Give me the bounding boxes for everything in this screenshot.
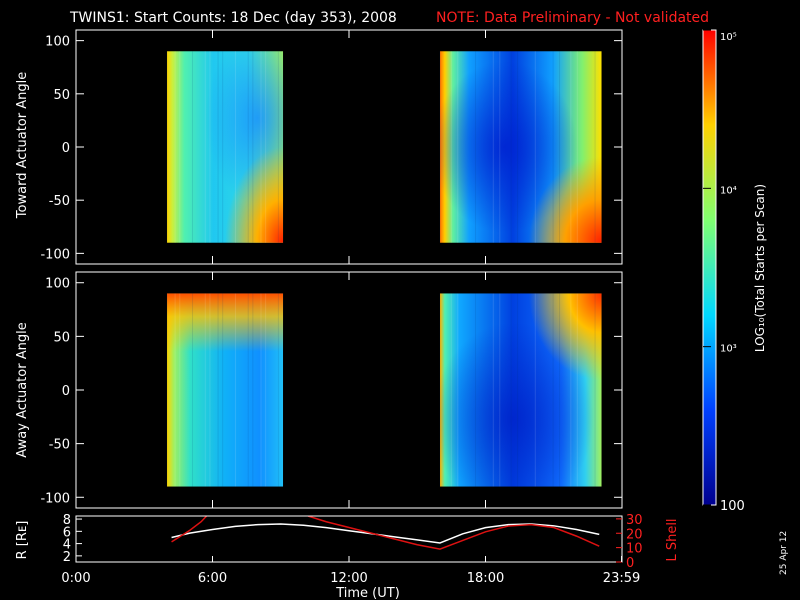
colorbar-label: LOG₁₀(Total Starts per Scan) <box>753 184 767 352</box>
time-tick-label: 0:00 <box>61 571 90 586</box>
l-shell-tick-label: 0 <box>626 556 634 571</box>
heatmap-block-2-layer-3 <box>440 51 602 243</box>
colorbar-tick-label: 10⁴ <box>720 185 737 196</box>
y-tick-label: 0 <box>62 141 70 156</box>
y-tick-label: -100 <box>40 491 70 506</box>
y-tick-label: 50 <box>53 330 70 345</box>
y-tick-label: -50 <box>49 438 70 453</box>
colorbar-tick-label: 10⁵ <box>720 32 737 43</box>
l-shell-line-1 <box>171 516 208 543</box>
time-tick-label: 18:00 <box>467 571 504 586</box>
heatmap-block-1-layer-3 <box>167 51 284 243</box>
l-shell-tick-label: 10 <box>626 542 643 557</box>
colorbar-tick-label: 10³ <box>720 344 737 355</box>
date-stamp: 25 Apr 12 <box>779 531 789 575</box>
colorbar: 10⁵ 10⁴ 10³ 100 LOG₁₀(Total Starts per Scan… <box>702 29 767 514</box>
time-tick-label: 6:00 <box>198 571 227 586</box>
toward-angle-axis-label: Toward Actuator Angle <box>15 72 30 219</box>
chart-note: NOTE: Data Preliminary - Not validated <box>436 10 709 26</box>
radius-line <box>171 523 600 544</box>
y-tick-label: -50 <box>49 194 70 209</box>
l-shell-tick-label: 20 <box>626 527 643 542</box>
away-angle-axis-label: Away Actuator Angle <box>15 322 30 457</box>
colorbar-ticks: 10⁵ 10⁴ 10³ 100 <box>703 29 745 514</box>
radius-axis-label: R [Rᴇ] <box>15 521 30 560</box>
l-shell-tick-label: 30 <box>626 513 643 528</box>
radius-tick-label: 8 <box>63 513 71 528</box>
radius-tick-label: 2 <box>63 550 71 565</box>
y-tick-label: -100 <box>40 247 70 262</box>
y-tick-label: 50 <box>53 88 70 103</box>
colorbar-gradient <box>702 29 717 506</box>
time-tick-label: 12:00 <box>330 571 367 586</box>
y-tick-label: 0 <box>62 384 70 399</box>
colorbar-tick-label: 100 <box>720 499 745 514</box>
radius-tick-label: 4 <box>63 538 71 553</box>
y-tick-label: 100 <box>45 35 70 50</box>
radius-tick-label: 6 <box>63 525 71 540</box>
away-angle-panel: 100 50 0 -50 -100 <box>40 271 623 509</box>
time-axis-label: Time (UT) <box>335 586 400 600</box>
y-tick-label: 100 <box>45 277 70 292</box>
chart-title: TWINS1: Start Counts: 18 Dec (day 353), … <box>69 10 397 26</box>
time-tick-label: 23:59 <box>603 571 640 586</box>
heatmap-block-2-layer-3 <box>440 293 602 487</box>
heatmap-block-1-layer-2 <box>167 293 284 487</box>
toward-angle-panel: 100 50 0 -50 -100 <box>40 29 623 265</box>
l-shell-line-2 <box>307 516 600 550</box>
orbit-panel-frame <box>75 515 623 563</box>
l-shell-axis-label: L Shell <box>665 518 680 561</box>
